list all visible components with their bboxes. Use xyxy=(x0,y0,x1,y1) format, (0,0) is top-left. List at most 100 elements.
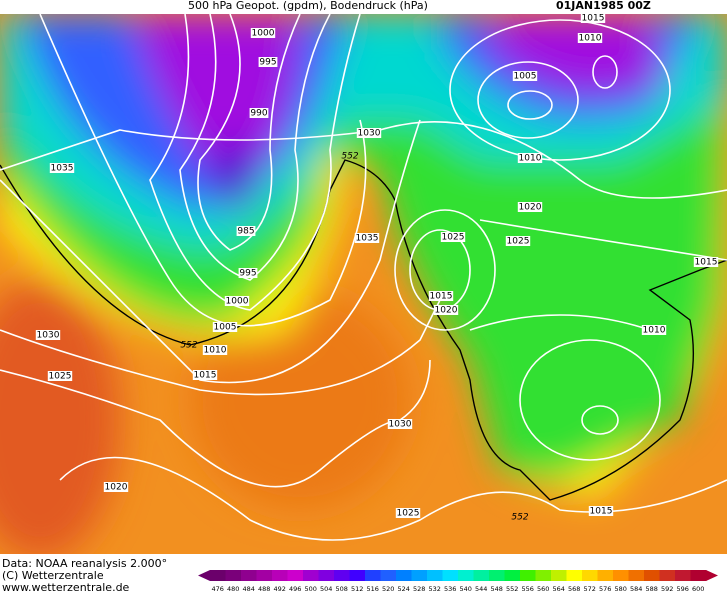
isobar-label: 1025 xyxy=(397,509,420,519)
colorbar-swatch xyxy=(334,570,350,581)
footer-line: (C) Wetterzentrale xyxy=(2,569,104,582)
isobar-label-bg xyxy=(588,506,614,516)
colorbar-label: 492 xyxy=(274,585,286,593)
colorbar-swatch xyxy=(349,570,366,581)
isobar-label-bg xyxy=(224,296,250,306)
title: 500 hPa Geopot. (gpdm), Bodendruck (hPa) xyxy=(188,0,428,12)
isobar-label-bg xyxy=(505,236,531,246)
isobar-label-bg xyxy=(512,71,538,81)
isobar-label-bg xyxy=(103,482,129,492)
colorbar-swatch xyxy=(690,570,707,581)
colorbar-label: 508 xyxy=(336,585,348,593)
colorbar-swatch xyxy=(427,570,443,581)
contour-label: 552 xyxy=(511,513,528,523)
isobar-label: 1020 xyxy=(435,306,458,316)
colorbar-label: 576 xyxy=(599,585,611,593)
colorbar-label: 488 xyxy=(258,585,270,593)
isobar-label: 1015 xyxy=(590,507,613,517)
isobar-label: 1030 xyxy=(389,420,412,430)
isobar-label: 1015 xyxy=(582,14,605,24)
isobar-label-bg xyxy=(212,322,238,332)
isobar-label: 985 xyxy=(237,227,254,237)
colorbar-swatch xyxy=(458,570,474,581)
colorbar-label: 588 xyxy=(646,585,658,593)
colorbar-swatch xyxy=(597,570,614,581)
footer: Data: NOAA reanalysis 2.000°(C) Wetterze… xyxy=(2,557,167,593)
map: 1000 995 990 985 995 1000 1005 1010 1015 1035 1030… xyxy=(0,14,727,554)
colorbar-label: 520 xyxy=(382,585,394,593)
colorbar-swatch xyxy=(489,570,505,581)
colorbar-label: 484 xyxy=(243,585,255,593)
colorbar-label: 476 xyxy=(212,585,224,593)
colorbar-label: 504 xyxy=(320,585,332,593)
isobar-label: 1020 xyxy=(105,483,128,493)
map-labels: 1000 995 990 985 995 1000 1005 1010 1015 1035 1030… xyxy=(35,14,719,523)
isobar-label: 1005 xyxy=(514,72,537,82)
isobar-label: 1035 xyxy=(356,234,379,244)
isobar-label: 1025 xyxy=(507,237,530,247)
colorbar-swatch xyxy=(225,570,242,581)
footer-line: www.wetterzentrale.de xyxy=(2,581,130,593)
date: 01JAN1985 00Z xyxy=(556,0,651,12)
isobar-label-bg xyxy=(517,202,543,212)
isobar-label: 1020 xyxy=(519,203,542,213)
isobar-label-bg xyxy=(387,419,413,429)
colorbar-swatch xyxy=(256,570,273,581)
isobar-label: 1010 xyxy=(579,34,602,44)
isobar-label-bg xyxy=(395,508,421,518)
isobar-label: 1000 xyxy=(252,29,275,39)
isobar-label-bg xyxy=(517,153,543,163)
isobar-label-bg xyxy=(433,305,459,315)
colorbar-swatch xyxy=(210,570,226,581)
isobar-label: 1015 xyxy=(695,258,718,268)
colorbar-swatch xyxy=(272,570,288,581)
colorbar-label: 532 xyxy=(429,585,441,593)
colorbar-label: 548 xyxy=(491,585,503,593)
colorbar-swatch xyxy=(613,570,629,581)
colorbar-label: 584 xyxy=(630,585,642,593)
isobar-label-bg xyxy=(49,163,75,173)
colorbar-swatch xyxy=(442,570,459,581)
colorbar-swatch xyxy=(411,570,428,581)
colorbar-arrow-left xyxy=(198,570,210,581)
isobar-label-bg xyxy=(580,14,606,23)
colorbar-swatch xyxy=(318,570,335,581)
isobar-label: 1025 xyxy=(49,372,72,382)
colorbar-label: 564 xyxy=(553,585,565,593)
isobar-label-bg xyxy=(577,33,603,43)
isobar-label-bg xyxy=(428,291,454,301)
isobar-label-bg xyxy=(641,325,667,335)
footer-line: Data: NOAA reanalysis 2.000° xyxy=(2,557,167,570)
isobar-label: 1010 xyxy=(204,346,227,356)
colorbar-label: 528 xyxy=(413,585,425,593)
colorbar-swatch xyxy=(303,570,319,581)
isobar-label-bg xyxy=(356,128,382,138)
colorbar-swatch xyxy=(628,570,645,581)
colorbar-swatch xyxy=(365,570,381,581)
isobar-label-bg xyxy=(238,268,258,278)
colorbar-label: 536 xyxy=(444,585,456,593)
colorbar-label: 596 xyxy=(677,585,689,593)
colorbar-label: 496 xyxy=(289,585,301,593)
colorbar-label: 524 xyxy=(398,585,410,593)
colorbar-swatch xyxy=(396,570,412,581)
isobar-label-bg xyxy=(354,233,380,243)
isobar-label: 1005 xyxy=(214,323,237,333)
colorbar-swatch xyxy=(644,570,660,581)
isobar-label-bg xyxy=(249,108,269,118)
contour-label: 552 xyxy=(341,152,358,162)
colorbar-swatch xyxy=(566,570,583,581)
colorbar-swatch xyxy=(241,570,257,581)
colorbar-swatch xyxy=(582,570,598,581)
isobar-label: 1015 xyxy=(194,371,217,381)
colorbar-swatch xyxy=(675,570,691,581)
colorbar-swatch xyxy=(535,570,552,581)
colorbar-label: 580 xyxy=(615,585,627,593)
isobar-label-bg xyxy=(35,330,61,340)
colorbar-swatch xyxy=(473,570,490,581)
colorbar-label: 480 xyxy=(227,585,239,593)
isobar-label: 1030 xyxy=(37,331,60,341)
isobar-label: 1010 xyxy=(643,326,666,336)
isobar-label-bg xyxy=(250,28,276,38)
colorbar-label: 600 xyxy=(692,585,704,593)
